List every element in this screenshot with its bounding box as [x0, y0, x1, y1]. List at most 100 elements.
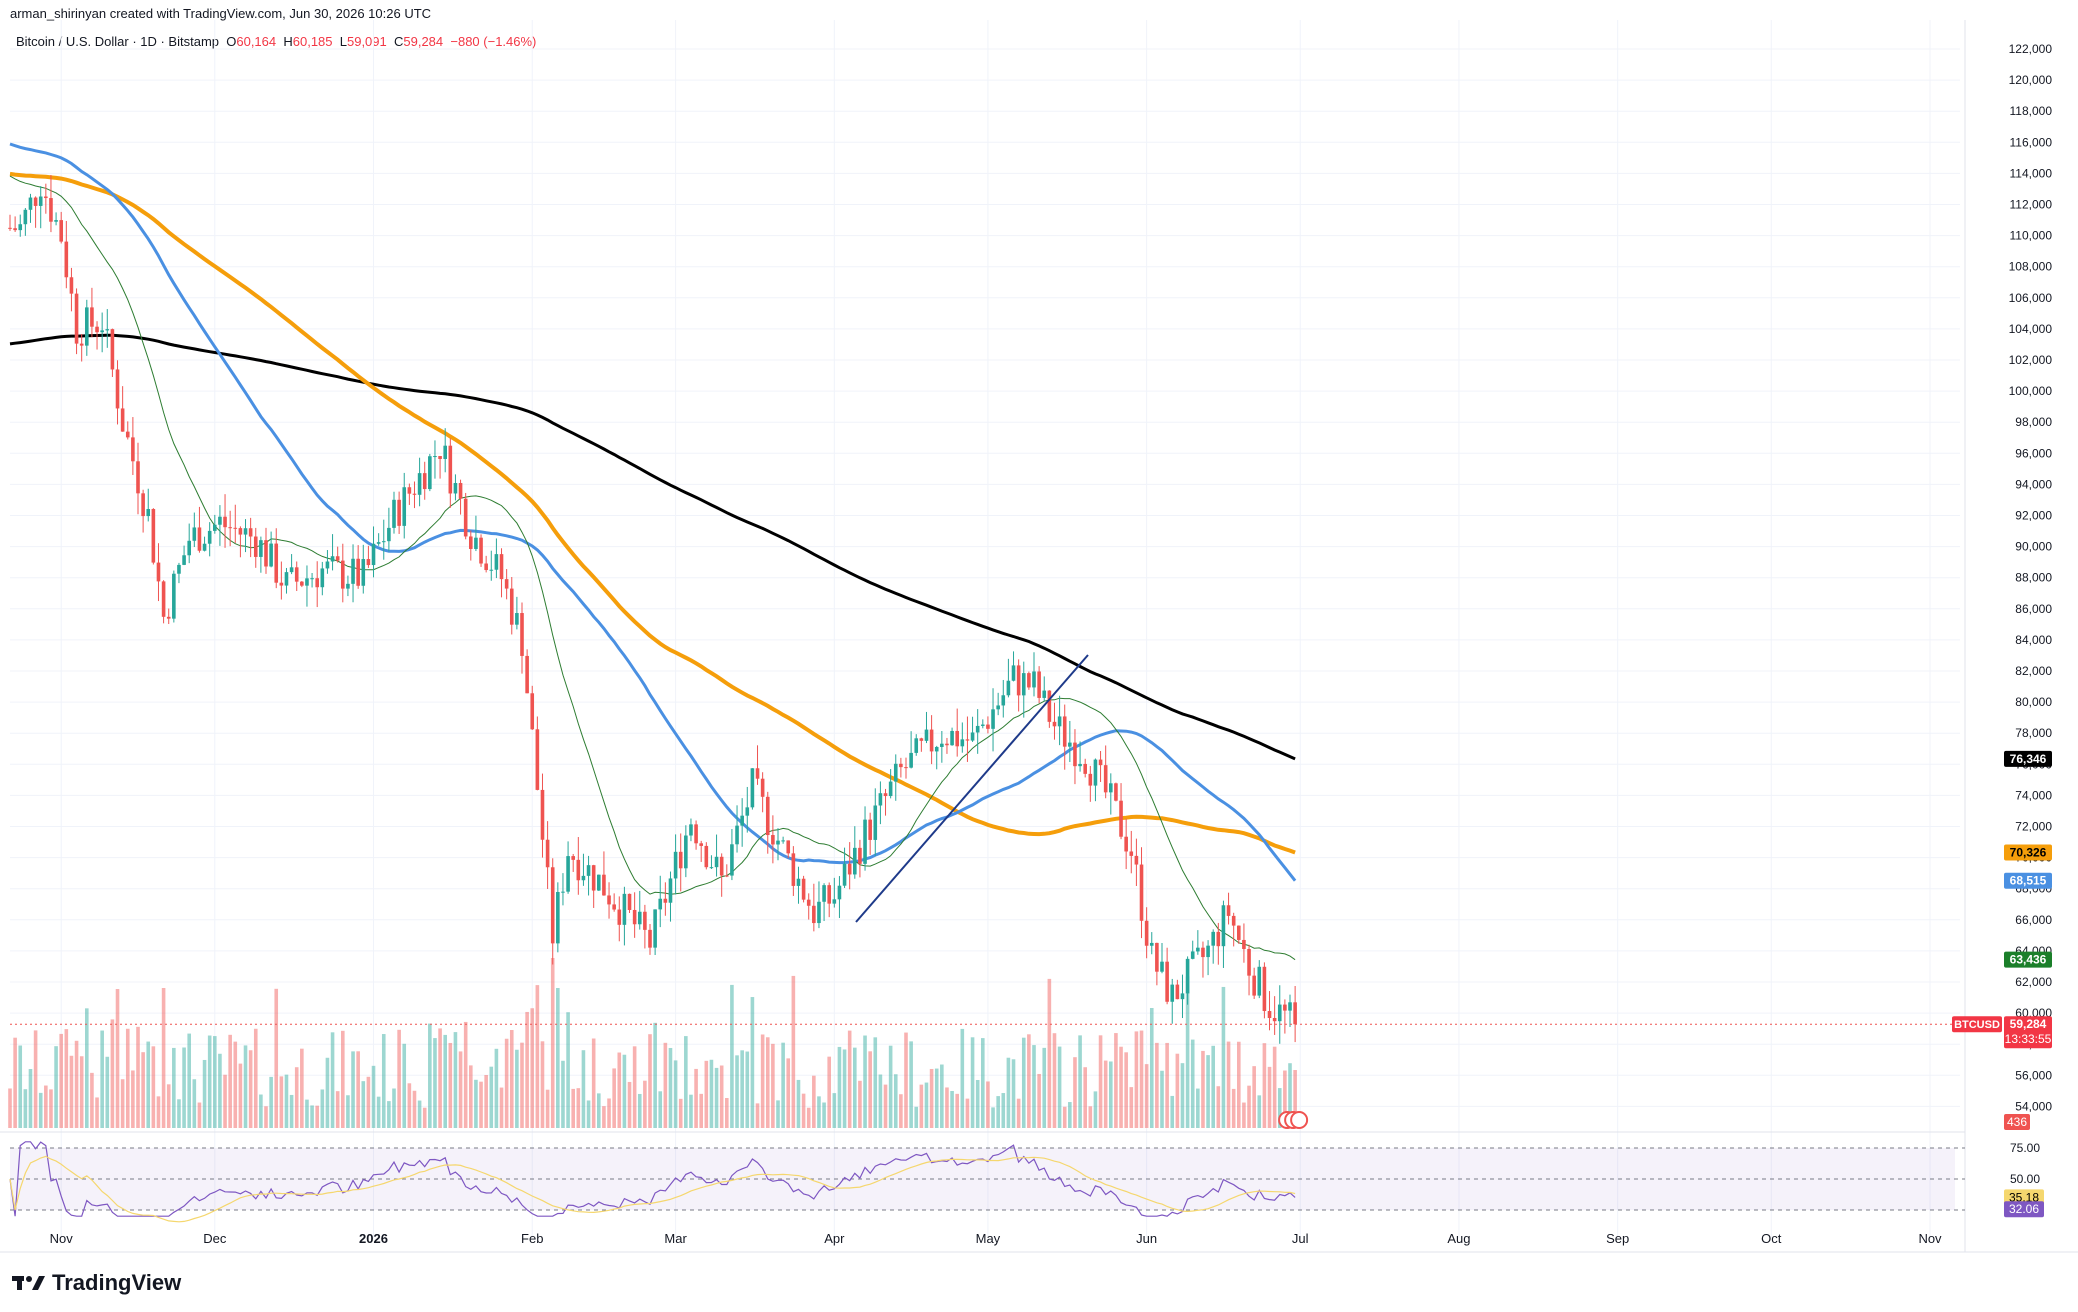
volume-bar: [704, 1060, 709, 1128]
candle-body: [991, 709, 995, 729]
candle-body: [1016, 665, 1021, 696]
high-value: 60,185: [292, 34, 333, 49]
volume-bar: [929, 1068, 934, 1128]
volume-bar: [1262, 1043, 1267, 1128]
candle-body: [668, 878, 673, 903]
candle-body: [1267, 1011, 1272, 1018]
candle-body: [632, 909, 637, 925]
candle-body: [28, 197, 33, 210]
price-tick-label: 94,000: [2015, 477, 2052, 491]
volume-bar: [1052, 1033, 1057, 1128]
candle-body: [253, 536, 258, 557]
price-tick-label: 112,000: [2010, 198, 2053, 212]
rsi-ma-line: [9, 1155, 1296, 1223]
volume-bar: [1231, 1088, 1236, 1128]
volume-bar: [259, 1094, 263, 1128]
candle-body: [643, 911, 647, 930]
candle-body: [1006, 680, 1011, 696]
volume-bar: [335, 1091, 340, 1128]
candle-body: [1073, 742, 1077, 767]
candle-body: [223, 516, 227, 528]
time-tick-label: Mar: [664, 1231, 687, 1246]
candle-body: [335, 556, 340, 561]
volume-bar: [540, 1041, 545, 1128]
time-tick-label: Feb: [521, 1231, 543, 1246]
candle-body: [658, 898, 663, 910]
candle-body: [556, 891, 560, 944]
trendline[interactable]: [855, 654, 1089, 923]
low-label: L: [339, 34, 347, 49]
volume-bar: [90, 1072, 94, 1128]
volume-bar: [597, 1093, 601, 1128]
candle-body: [714, 856, 719, 868]
volume-bar: [878, 1074, 883, 1128]
candle-body: [847, 863, 852, 875]
candle-body: [315, 578, 319, 588]
tradingview-logo-icon: [12, 1276, 45, 1290]
volume-bar: [448, 1042, 453, 1128]
price-tick-label: 82,000: [2015, 664, 2052, 678]
candle-body: [653, 909, 657, 948]
ma-100-tag: 70,326: [2010, 846, 2047, 860]
price-tick-label: 78,000: [2015, 726, 2052, 740]
volume-bar: [146, 1041, 151, 1128]
rsi-ma-tag: 35.18: [2009, 1190, 2039, 1204]
candle-body: [453, 483, 458, 494]
volume-bar: [617, 1052, 622, 1128]
volume-bar: [970, 1037, 975, 1128]
candle-body: [1098, 759, 1103, 766]
candle-body: [448, 445, 453, 494]
volume-bar: [1196, 1088, 1200, 1128]
candle-body: [873, 805, 878, 840]
price-tick-label: 114,000: [2010, 166, 2053, 180]
rsi-tag: 32.06: [2009, 1202, 2039, 1216]
volume-bar: [1114, 1033, 1118, 1128]
volume-bar: [59, 1033, 63, 1128]
volume-bar: [714, 1067, 719, 1128]
volume-bar: [520, 1042, 524, 1128]
volume-tag: 436: [2007, 1115, 2027, 1129]
volume-bar: [719, 1065, 724, 1128]
volume-bar: [218, 1053, 222, 1128]
candle-body: [648, 929, 652, 948]
candle-body: [735, 825, 739, 845]
price-tick-label: 62,000: [2015, 975, 2052, 989]
ma-20-line: [9, 175, 1296, 961]
volume-bar: [801, 1093, 806, 1128]
symbol-tag: BTCUSD: [1954, 1019, 2000, 1031]
candle-body: [1021, 673, 1026, 696]
volume-bar: [1016, 1098, 1021, 1128]
volume-bar: [402, 1043, 407, 1128]
volume-bar: [85, 1008, 89, 1128]
volume-bar: [110, 1019, 115, 1128]
price-tick-label: 84,000: [2015, 633, 2052, 647]
volume-bar: [740, 1050, 744, 1128]
volume-bar: [172, 1047, 176, 1128]
candle-body: [85, 307, 89, 346]
last-price-tag: 59,284: [2010, 1017, 2047, 1031]
time-axis[interactable]: Nov Dec 2026 Feb Mar Apr May Jun Jul Aug Sep Oct Nov: [50, 1231, 1942, 1246]
candle-body: [970, 732, 975, 741]
volume-bar: [79, 1056, 84, 1128]
candle-body: [602, 874, 606, 896]
volume-bar: [1129, 1087, 1134, 1128]
volume-bar: [581, 1050, 586, 1128]
price-tick-label: 108,000: [2009, 260, 2053, 274]
volume-bar: [489, 1066, 494, 1128]
volume-bar: [253, 1028, 258, 1128]
volume-bar: [556, 988, 560, 1128]
price-tick-label: 88,000: [2015, 571, 2052, 585]
volume-bar: [863, 1035, 867, 1128]
symbol-legend[interactable]: Bitcoin / U.S. Dollar · 1D · Bitstamp O6…: [16, 34, 536, 49]
candle-body: [893, 763, 898, 782]
candle-body: [888, 781, 893, 797]
candle-body: [899, 763, 903, 768]
time-tick-label: Sep: [1606, 1231, 1629, 1246]
volume-bar: [1139, 1030, 1144, 1128]
volume-bar: [131, 1070, 135, 1128]
ma-200-tag-bg: [2004, 750, 2052, 767]
candle-body: [1242, 939, 1246, 949]
candle-body: [407, 487, 412, 494]
volume-bar: [392, 1088, 396, 1128]
